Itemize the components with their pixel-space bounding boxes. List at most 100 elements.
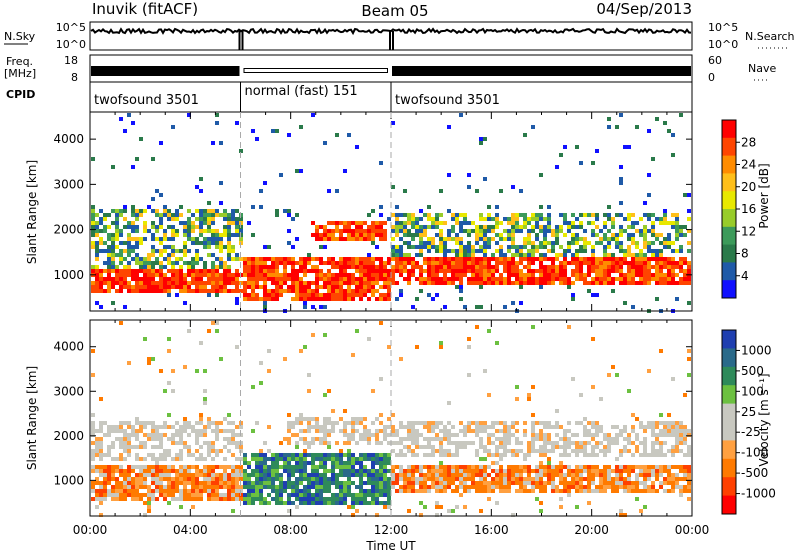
range-cell bbox=[231, 245, 235, 249]
range-cell bbox=[635, 269, 639, 273]
range-cell bbox=[147, 285, 151, 289]
range-cell bbox=[323, 473, 327, 477]
range-cell bbox=[619, 449, 623, 453]
range-cell bbox=[535, 481, 539, 485]
range-cell bbox=[543, 233, 547, 237]
range-cell bbox=[135, 465, 139, 469]
range-cell bbox=[631, 481, 635, 485]
range-cell bbox=[527, 445, 531, 449]
range-cell bbox=[659, 481, 663, 485]
range-cell bbox=[411, 305, 415, 309]
power-xticks bbox=[89, 112, 693, 311]
range-cell bbox=[519, 485, 523, 489]
range-cell bbox=[311, 481, 315, 485]
range-cell bbox=[459, 485, 463, 489]
range-cell bbox=[455, 257, 459, 261]
range-cell bbox=[219, 201, 223, 205]
range-cell bbox=[363, 457, 367, 461]
range-cell bbox=[643, 245, 647, 249]
range-cell bbox=[91, 469, 95, 473]
range-cell bbox=[487, 441, 491, 445]
range-cell bbox=[95, 273, 99, 277]
range-cell bbox=[119, 493, 123, 497]
range-cell bbox=[171, 281, 175, 285]
range-cell bbox=[115, 485, 119, 489]
range-cell bbox=[99, 249, 103, 253]
range-cell bbox=[255, 481, 259, 485]
range-cell bbox=[523, 265, 527, 269]
range-cell bbox=[199, 273, 203, 277]
range-cell bbox=[139, 241, 143, 245]
range-cell bbox=[435, 277, 439, 281]
range-cell bbox=[447, 421, 451, 425]
range-cell bbox=[171, 437, 175, 441]
range-cell bbox=[275, 257, 279, 261]
range-cell bbox=[263, 453, 267, 457]
range-cell bbox=[639, 277, 643, 281]
range-cell bbox=[495, 257, 499, 261]
range-cell bbox=[375, 273, 379, 277]
range-cell bbox=[343, 281, 347, 285]
range-cell bbox=[519, 229, 523, 233]
range-cell bbox=[271, 293, 275, 297]
range-cell bbox=[203, 425, 207, 429]
range-cell bbox=[403, 265, 407, 269]
range-cell bbox=[399, 489, 403, 493]
range-cell bbox=[535, 497, 539, 501]
range-cell bbox=[555, 441, 559, 445]
range-cell bbox=[391, 433, 395, 437]
range-cell bbox=[271, 485, 275, 489]
range-cell bbox=[387, 501, 391, 505]
range-cell bbox=[499, 189, 503, 193]
range-cell bbox=[571, 221, 575, 225]
range-cell bbox=[387, 497, 391, 501]
range-cell bbox=[395, 465, 399, 469]
range-cell bbox=[431, 237, 435, 241]
range-cell bbox=[319, 457, 323, 461]
range-cell bbox=[187, 209, 191, 213]
range-cell bbox=[603, 253, 607, 257]
range-cell bbox=[363, 473, 367, 477]
range-cell bbox=[323, 437, 327, 441]
range-cell bbox=[475, 261, 479, 265]
range-cell bbox=[503, 453, 507, 457]
range-cell bbox=[335, 225, 339, 229]
range-cell bbox=[619, 241, 623, 245]
range-cell bbox=[211, 237, 215, 241]
range-cell bbox=[291, 457, 295, 461]
range-cell bbox=[195, 289, 199, 293]
range-cell bbox=[299, 281, 303, 285]
range-cell bbox=[439, 461, 443, 465]
range-cell bbox=[679, 469, 683, 473]
range-cell bbox=[187, 221, 191, 225]
range-cell bbox=[211, 445, 215, 449]
range-cell bbox=[359, 277, 363, 281]
range-cell bbox=[427, 489, 431, 493]
range-cell bbox=[215, 273, 219, 277]
range-cell bbox=[351, 293, 355, 297]
range-cell bbox=[179, 497, 183, 501]
range-cell bbox=[519, 213, 523, 217]
range-cell bbox=[567, 277, 571, 281]
range-cell bbox=[463, 425, 467, 429]
range-cell bbox=[371, 221, 375, 225]
range-cell bbox=[187, 265, 191, 269]
range-cell bbox=[363, 273, 367, 277]
range-cell bbox=[567, 469, 571, 473]
range-cell bbox=[139, 445, 143, 449]
range-cell bbox=[111, 221, 115, 225]
range-cell bbox=[127, 477, 131, 481]
range-cell bbox=[495, 473, 499, 477]
range-cell bbox=[479, 509, 483, 513]
range-cell bbox=[91, 497, 95, 501]
range-cell bbox=[675, 445, 679, 449]
range-cell bbox=[591, 245, 595, 249]
range-cell bbox=[559, 277, 563, 281]
range-cell bbox=[643, 441, 647, 445]
range-cell bbox=[411, 225, 415, 229]
range-cell bbox=[303, 461, 307, 465]
range-cell bbox=[623, 261, 627, 265]
range-cell bbox=[255, 489, 259, 493]
range-cell bbox=[523, 241, 527, 245]
range-cell bbox=[435, 449, 439, 453]
